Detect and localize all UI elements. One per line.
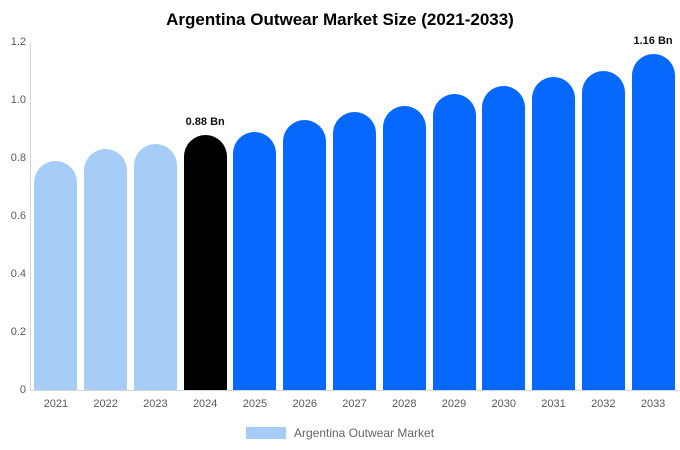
bar-2033[interactable] [631, 53, 675, 390]
y-tick-label: 0.8 [10, 152, 26, 164]
bar-column-2028 [379, 42, 429, 390]
bars-area: 0.88 Bn 1.16 Bn [31, 35, 678, 390]
x-tick-label-2021: 2021 [43, 398, 69, 410]
y-tick-label: 0 [19, 384, 26, 396]
x-tick-label-2027: 2027 [342, 398, 367, 410]
bar-2026[interactable] [283, 120, 327, 390]
legend-swatch-icon [245, 427, 286, 439]
bar-2021[interactable] [34, 160, 78, 390]
bar-column-2021 [31, 42, 81, 390]
bar-2032[interactable] [581, 71, 625, 390]
bar-column-2029 [429, 42, 479, 390]
y-tick-label: 0.2 [10, 326, 26, 338]
bar-column-2031 [529, 42, 579, 390]
bar-2024[interactable] [183, 134, 227, 390]
x-tick-label-2023: 2023 [143, 398, 168, 410]
bar-2029[interactable] [432, 94, 476, 390]
y-axis-line [30, 42, 31, 390]
x-tick-label-2032: 2032 [591, 398, 616, 410]
bar-2031[interactable] [532, 76, 576, 390]
bar-column-2023 [131, 42, 181, 390]
x-tick-label-2022: 2022 [93, 398, 118, 410]
bar-2027[interactable] [332, 111, 376, 390]
chart-title: Argentina Outwear Market Size (2021-2033… [166, 10, 514, 29]
x-tick-label-2029: 2029 [441, 398, 467, 410]
bar-2030[interactable] [482, 85, 526, 390]
bar-2023[interactable] [133, 143, 177, 390]
x-axis-line [30, 390, 678, 391]
bar-column-2032 [578, 42, 628, 390]
x-tick-label-2026: 2026 [292, 398, 317, 410]
legend-label: Argentina Outwear Market [293, 426, 435, 440]
bar-2025[interactable] [233, 131, 277, 390]
x-axis-labels: 2021 2022 2023 2024 2025 2026 2027 2028 2029 2030… [31, 398, 678, 410]
y-tick-label: 1.2 [10, 36, 26, 48]
bar-column-2022 [81, 42, 131, 390]
bar-column-2025 [230, 42, 280, 390]
legend-item[interactable]: Argentina Outwear Market [0, 426, 680, 440]
bar-column-2024: 0.88 Bn [180, 42, 230, 390]
y-tick-label: 0.6 [10, 210, 26, 222]
bar-2028[interactable] [382, 105, 426, 390]
bar-column-2026 [280, 42, 330, 390]
y-tick-label: 1.0 [10, 94, 26, 106]
bar-value-label-2033: 1.16 Bn [633, 34, 673, 47]
y-tick-label: 0.4 [10, 268, 26, 280]
bar-value-label-2024: 0.88 Bn [185, 115, 225, 128]
bar-column-2030 [479, 42, 529, 390]
bar-2022[interactable] [84, 149, 128, 390]
bar-column-2027 [330, 42, 380, 390]
x-tick-label-2031: 2031 [541, 398, 566, 410]
x-tick-label-2033: 2033 [640, 398, 666, 410]
x-tick-label-2030: 2030 [491, 398, 517, 410]
x-tick-label-2025: 2025 [242, 398, 268, 410]
bar-column-2033: 1.16 Bn [628, 35, 678, 390]
x-tick-label-2028: 2028 [392, 398, 417, 410]
y-axis-labels: 0 0.2 0.4 0.6 0.8 1.0 1.2 [0, 0, 26, 450]
x-tick-label-2024: 2024 [192, 398, 218, 410]
